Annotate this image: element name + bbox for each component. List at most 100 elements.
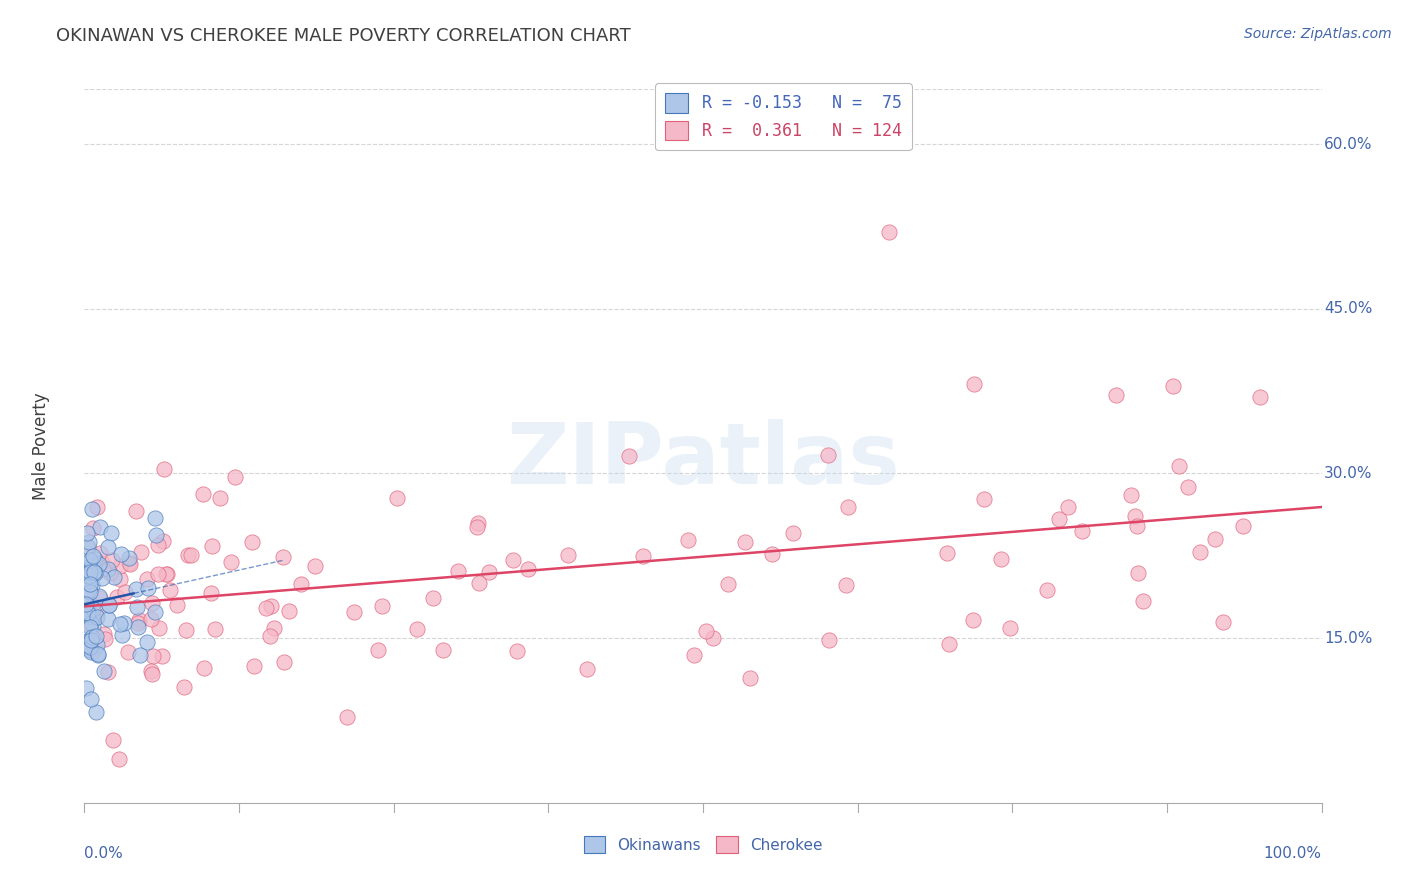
Text: 45.0%: 45.0% xyxy=(1324,301,1372,317)
Text: 60.0%: 60.0% xyxy=(1324,136,1372,152)
Point xyxy=(87,648,110,662)
Point xyxy=(86,638,108,652)
Point xyxy=(77,638,100,652)
Point xyxy=(835,578,858,592)
Point xyxy=(75,591,97,605)
Point xyxy=(143,605,166,619)
Point xyxy=(94,632,117,647)
Point xyxy=(82,578,104,592)
Point xyxy=(79,576,101,591)
Point xyxy=(125,600,148,615)
Point xyxy=(84,608,107,623)
Text: Source: ZipAtlas.com: Source: ZipAtlas.com xyxy=(1244,27,1392,41)
Point xyxy=(1126,566,1149,580)
Point xyxy=(1119,487,1142,501)
Point xyxy=(80,615,103,630)
Point xyxy=(97,612,120,626)
Point xyxy=(145,528,167,542)
Point xyxy=(125,582,148,596)
Point xyxy=(80,502,103,516)
Point xyxy=(75,608,97,623)
Point xyxy=(962,613,984,627)
Point xyxy=(129,544,152,558)
Point xyxy=(76,556,98,570)
Point xyxy=(98,566,121,581)
Point xyxy=(146,539,169,553)
Point xyxy=(127,619,149,633)
Point xyxy=(82,521,104,535)
Point xyxy=(221,555,243,569)
Text: 100.0%: 100.0% xyxy=(1264,846,1322,861)
Point xyxy=(224,470,246,484)
Point xyxy=(936,546,959,560)
Point xyxy=(75,681,97,695)
Point xyxy=(82,644,104,658)
Point xyxy=(1105,388,1128,402)
Point xyxy=(371,599,394,613)
Text: 30.0%: 30.0% xyxy=(1324,466,1372,481)
Point xyxy=(152,462,174,476)
Point xyxy=(79,584,101,599)
Point xyxy=(93,627,115,641)
Point xyxy=(201,539,224,553)
Point xyxy=(108,617,131,632)
Point xyxy=(79,553,101,567)
Point xyxy=(682,648,704,662)
Point xyxy=(240,534,263,549)
Point xyxy=(1188,544,1211,558)
Point xyxy=(108,572,131,586)
Point xyxy=(260,599,283,614)
Point xyxy=(557,548,579,562)
Point xyxy=(98,598,121,612)
Point xyxy=(100,526,122,541)
Point xyxy=(75,598,97,612)
Point xyxy=(877,225,900,239)
Point xyxy=(242,659,264,673)
Point xyxy=(79,561,101,575)
Point xyxy=(77,617,100,632)
Point xyxy=(77,574,100,588)
Point xyxy=(174,624,197,638)
Text: Male Poverty: Male Poverty xyxy=(32,392,51,500)
Point xyxy=(114,585,136,599)
Point xyxy=(110,547,132,561)
Point xyxy=(173,680,195,694)
Point xyxy=(83,566,105,580)
Point xyxy=(100,553,122,567)
Point xyxy=(84,706,107,720)
Point xyxy=(84,566,107,580)
Point xyxy=(1177,480,1199,494)
Point xyxy=(89,546,111,560)
Point xyxy=(77,571,100,585)
Point xyxy=(702,631,724,645)
Point xyxy=(141,612,163,626)
Point xyxy=(1161,378,1184,392)
Point xyxy=(103,569,125,583)
Point xyxy=(76,541,98,555)
Point xyxy=(1132,593,1154,607)
Point xyxy=(76,607,98,621)
Point xyxy=(1000,621,1022,635)
Point xyxy=(204,622,226,636)
Point xyxy=(502,553,524,567)
Point xyxy=(111,628,134,642)
Point xyxy=(290,577,312,591)
Point xyxy=(141,665,163,679)
Text: ZIPatlas: ZIPatlas xyxy=(506,418,900,502)
Point xyxy=(84,629,107,643)
Point xyxy=(506,644,529,658)
Point xyxy=(631,549,654,563)
Point xyxy=(405,622,427,636)
Point xyxy=(209,491,232,505)
Point xyxy=(990,552,1012,566)
Point xyxy=(89,590,111,604)
Point xyxy=(277,604,299,618)
Point xyxy=(193,661,215,675)
Point xyxy=(80,558,103,573)
Point xyxy=(963,377,986,392)
Point xyxy=(86,610,108,624)
Point xyxy=(114,615,136,630)
Point xyxy=(89,591,111,606)
Point xyxy=(478,565,501,579)
Point xyxy=(517,562,540,576)
